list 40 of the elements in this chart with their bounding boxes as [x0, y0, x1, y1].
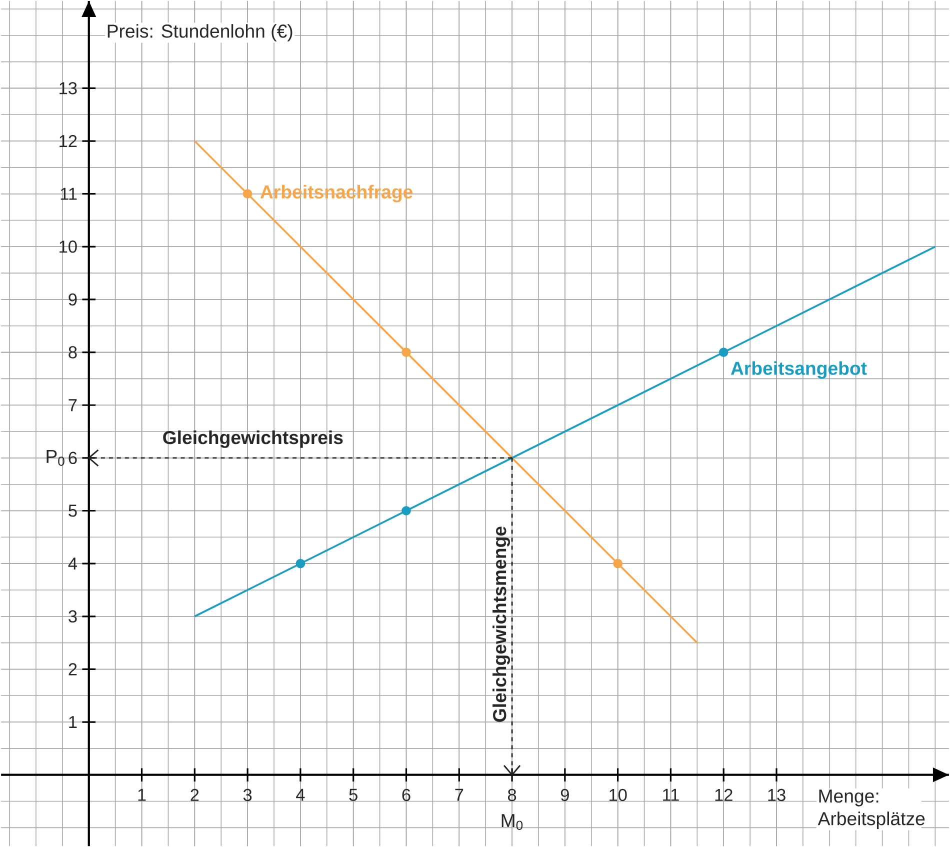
x-tick-label: 2 — [190, 788, 199, 801]
x-tick-label: 9 — [560, 788, 569, 801]
y-tick-label: 9 — [68, 293, 77, 306]
y-tick-label: 11 — [60, 188, 77, 200]
series-label: Arbeitsangebot — [730, 361, 867, 379]
x-tick-label: 3 — [243, 788, 252, 801]
y-tick-label: 10 — [60, 240, 77, 253]
y-tick-label: 6 — [68, 452, 77, 464]
x-tick-label: 10 — [610, 788, 627, 801]
y-tick-label: 12 — [60, 134, 77, 147]
x-tick-label: 4 — [296, 788, 305, 801]
ref-line-label: Gleichgewichtspreis — [163, 430, 343, 448]
x-tick-label: 8 — [508, 788, 516, 801]
y-tick-label: 5 — [68, 504, 77, 517]
x-axis-title: Menge: Arbeitsplätze — [818, 790, 925, 829]
x-tick-label: 7 — [455, 788, 464, 801]
annotation: M$_{0}$ — [502, 814, 523, 830]
x-tick-label: 6 — [402, 788, 410, 801]
x-tick-label: 12 — [715, 788, 732, 801]
x-tick-label: 13 — [768, 788, 786, 801]
y-tick-label: 7 — [68, 399, 77, 411]
series-label: Arbeitsnachfrage — [260, 184, 412, 202]
point — [296, 558, 306, 568]
point — [402, 348, 411, 357]
x-tick-label: 1 — [138, 788, 146, 801]
y-tick-label: 8 — [68, 346, 77, 358]
y-tick-label: 3 — [68, 610, 77, 622]
annotation: P$_{0}$ — [46, 450, 64, 466]
point — [242, 189, 252, 198]
y-axis-title: Preis: Stundenlohn (€) — [108, 24, 292, 42]
x-tick-label: 11 — [663, 788, 679, 801]
point — [613, 558, 622, 568]
ref-line-label: Gleichgewichtsmenge — [492, 526, 510, 722]
point — [402, 506, 411, 516]
y-tick-label: 13 — [60, 82, 77, 94]
point — [718, 348, 728, 357]
y-tick-label: 1 — [69, 716, 77, 728]
y-tick-label: 4 — [68, 558, 78, 570]
y-tick-label: 2 — [68, 663, 77, 676]
x-tick-label: 5 — [349, 788, 358, 801]
